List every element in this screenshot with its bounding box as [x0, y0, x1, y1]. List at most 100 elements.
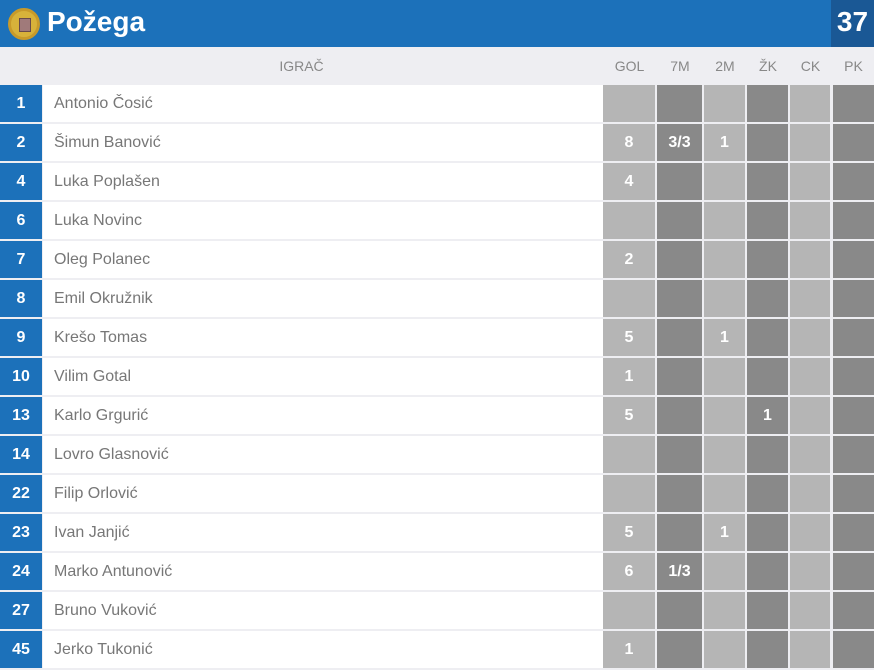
player-number: 23: [0, 514, 42, 551]
team-crest-icon: [8, 8, 40, 40]
stat-zk: [747, 514, 788, 551]
stat-gol: 8: [603, 124, 655, 161]
stat-m7: [657, 163, 702, 200]
col-header-zk: ŽK: [759, 58, 777, 74]
stat-zk: [747, 436, 788, 473]
col-header-gol: GOL: [614, 58, 645, 74]
stat-ck: [790, 553, 830, 590]
stat-pk: [833, 397, 874, 434]
stat-m7: 3/3: [657, 124, 702, 161]
stat-m2: [704, 553, 745, 590]
stat-ck: [790, 514, 830, 551]
player-name: Karlo Grgurić: [43, 397, 603, 434]
stat-m7: [657, 631, 702, 668]
stat-m7: [657, 202, 702, 239]
player-name: Filip Orlović: [43, 475, 603, 512]
stat-ck: [790, 397, 830, 434]
stat-ck: [790, 85, 830, 122]
player-name: Lovro Glasnović: [43, 436, 603, 473]
stat-gol: [603, 280, 655, 317]
col-header-pk: PK: [844, 58, 863, 74]
player-row: 9 Krešo Tomas 5 1: [0, 319, 874, 356]
player-row: 10 Vilim Gotal 1: [0, 358, 874, 395]
stat-pk: [833, 592, 874, 629]
stat-m7: [657, 280, 702, 317]
stat-zk: [747, 358, 788, 395]
stat-zk: [747, 475, 788, 512]
player-number: 8: [0, 280, 42, 317]
col-header-2m: 2M: [715, 58, 735, 74]
stat-m2: 1: [704, 514, 745, 551]
player-name: Oleg Polanec: [43, 241, 603, 278]
player-row: 7 Oleg Polanec 2: [0, 241, 874, 278]
player-name: Bruno Vuković: [43, 592, 603, 629]
stat-pk: [833, 241, 874, 278]
stat-gol: 5: [603, 319, 655, 356]
player-row: 4 Luka Poplašen 4: [0, 163, 874, 200]
stat-ck: [790, 592, 830, 629]
stat-zk: [747, 280, 788, 317]
stat-zk: [747, 631, 788, 668]
player-row: 22 Filip Orlović: [0, 475, 874, 512]
player-number: 22: [0, 475, 42, 512]
player-number: 4: [0, 163, 42, 200]
player-name: Šimun Banović: [43, 124, 603, 161]
stat-m2: 1: [704, 124, 745, 161]
stat-gol: 4: [603, 163, 655, 200]
player-row: 45 Jerko Tukonić 1: [0, 631, 874, 668]
stat-gol: [603, 436, 655, 473]
stat-pk: [833, 436, 874, 473]
stat-zk: [747, 124, 788, 161]
stat-ck: [790, 319, 830, 356]
stat-m2: [704, 163, 745, 200]
player-name: Krešo Tomas: [43, 319, 603, 356]
stat-gol: 5: [603, 514, 655, 551]
stat-m2: [704, 85, 745, 122]
team-score: 37: [831, 0, 874, 47]
player-row: 13 Karlo Grgurić 5 1: [0, 397, 874, 434]
stat-pk: [833, 202, 874, 239]
stat-ck: [790, 241, 830, 278]
player-name: Luka Novinc: [43, 202, 603, 239]
player-number: 1: [0, 85, 42, 122]
col-header-ck: CK: [800, 58, 821, 74]
stat-pk: [833, 280, 874, 317]
player-number: 27: [0, 592, 42, 629]
stat-m2: [704, 358, 745, 395]
stat-ck: [790, 124, 830, 161]
stat-m7: [657, 319, 702, 356]
stat-gol: [603, 85, 655, 122]
stat-pk: [833, 358, 874, 395]
stat-m2: [704, 241, 745, 278]
player-row: 24 Marko Antunović 6 1/3: [0, 553, 874, 590]
stat-m7: [657, 475, 702, 512]
stat-ck: [790, 358, 830, 395]
player-name: Vilim Gotal: [43, 358, 603, 395]
stat-gol: [603, 475, 655, 512]
player-name: Luka Poplašen: [43, 163, 603, 200]
stat-m7: [657, 592, 702, 629]
stat-gol: 1: [603, 631, 655, 668]
player-number: 14: [0, 436, 42, 473]
stat-zk: [747, 163, 788, 200]
stat-pk: [833, 319, 874, 356]
player-number: 2: [0, 124, 42, 161]
player-number: 24: [0, 553, 42, 590]
stat-m7: [657, 436, 702, 473]
player-name: Marko Antunović: [43, 553, 603, 590]
stat-zk: [747, 319, 788, 356]
player-row: 2 Šimun Banović 8 3/3 1: [0, 124, 874, 161]
player-number: 6: [0, 202, 42, 239]
stat-ck: [790, 436, 830, 473]
player-row: 8 Emil Okružnik: [0, 280, 874, 317]
player-name: Jerko Tukonić: [43, 631, 603, 668]
stat-m2: [704, 631, 745, 668]
stat-gol: 6: [603, 553, 655, 590]
stat-zk: [747, 241, 788, 278]
stat-m2: [704, 280, 745, 317]
stat-pk: [833, 631, 874, 668]
player-row: 27 Bruno Vuković: [0, 592, 874, 629]
player-name: Emil Okružnik: [43, 280, 603, 317]
stat-m2: [704, 397, 745, 434]
stat-m2: 1: [704, 319, 745, 356]
